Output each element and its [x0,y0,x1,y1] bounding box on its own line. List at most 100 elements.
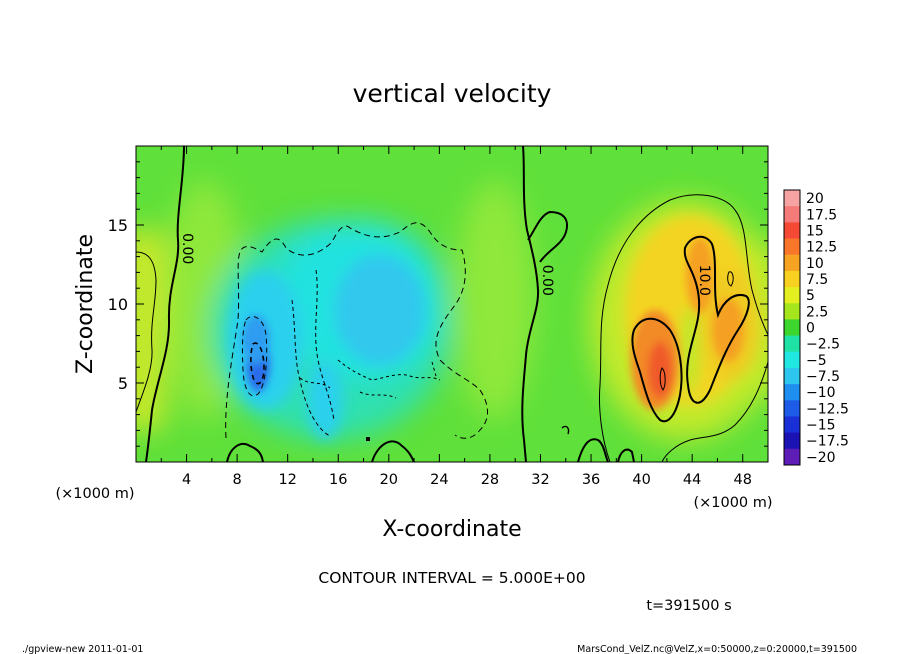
colorbar-label: 5 [806,288,815,304]
x-axis-label: X-coordinate [382,517,521,542]
colorbar-label: −12.5 [806,401,849,417]
colorbar-label: 7.5 [806,272,828,288]
colorbar-swatch [784,384,800,401]
y-tick-label: 10 [108,295,128,314]
contour-mark [366,437,370,441]
contour-interval: CONTOUR INTERVAL = 5.000E+00 [318,569,585,587]
plot-area: 0.000.00 10.0 4 8 12 16 20 24 28 32 36 40 44 48 5101… [108,145,769,488]
x-tick-label: 12 [278,472,296,488]
colorbar-swatch [784,416,800,434]
contour-ten-upper [683,235,750,404]
colorbar-swatch [784,190,800,207]
colorbar-swatch [784,206,800,223]
x-unit-right: (×1000 m) [693,495,772,511]
colorbar-label: −17.5 [806,434,849,450]
x-tick-label: 4 [182,472,191,488]
field-blue-outer [242,315,270,365]
field-left-strip [136,230,165,430]
contour-label: 0.00 [539,265,555,296]
colorbar-swatch [784,303,800,320]
contour-five-left [136,251,157,413]
colorbar-swatch [784,270,800,288]
contour-zero-mid [521,146,540,462]
colorbar-label: 10 [806,256,824,272]
y-axis: 5 10 15 [108,161,768,447]
field-cyan-2 [335,255,425,365]
field-orange-core-3 [712,298,744,362]
colorbar: 2017.51512.5107.552.50−2.5−5−7.5−10−12.5… [783,189,849,466]
contour-neg-streak-2 [315,269,335,421]
contour-neg-five-outline [225,222,488,439]
colorbar-label: −10 [806,385,836,401]
colorbar-swatch [784,351,800,369]
colorbar-label: −15 [806,418,836,434]
contour-neg-streak-6 [431,361,437,377]
colorbar-swatch [784,335,800,353]
colorbar-label: 20 [806,191,824,207]
colorbar-swatch [784,238,800,256]
colorbar-swatch [784,254,800,272]
colorbar-label: 12.5 [806,240,837,256]
contour-zero-bottom-5 [561,425,570,435]
contour-neg-streak-4 [299,377,331,389]
contour-zero-bottom-3 [577,438,609,462]
colorbar-swatch [784,448,800,466]
x-tick-label: 24 [430,472,448,488]
colorbar-label: −7.5 [806,369,840,385]
x-tick-label: 36 [582,472,600,488]
colorbar-label: 2.5 [806,304,828,320]
x-tick-label: 44 [683,472,701,488]
contour-ten-lower [631,317,683,423]
colorbar-label: −2.5 [806,337,840,353]
x-unit-left: (×1000 m) [55,486,134,502]
contour-neg-five-core [241,316,268,397]
x-tick-label: 32 [531,472,549,488]
colorbar-label: 17.5 [806,207,837,223]
colorbar-swatch [784,400,800,417]
field-orange-core-2 [686,237,714,313]
contour-zero-bottom-2 [371,440,415,462]
x-tick-label: 16 [329,472,347,488]
colorbar-swatch [784,319,800,337]
footer-right: MarsCond_VelZ.nc@VelZ,x=0:50000,z=0:2000… [577,644,857,654]
field-bright-band-2 [455,180,535,420]
x-axis: 4 8 12 16 20 24 28 32 36 40 44 48 [160,146,752,488]
y-tick-label: 15 [108,216,128,235]
contour-zero-left [145,146,185,462]
x-tick-label: 48 [733,472,751,488]
colorbar-label: −5 [806,353,827,369]
colorbar-label: 0 [806,321,815,337]
contour-fifteen [659,367,666,391]
contour-zero-mid-lobe [527,210,568,263]
field-cyan-3 [307,360,343,440]
field-red-core [648,342,672,398]
colorbar-frame [783,189,801,466]
colorbar-swatch [784,287,800,304]
contour-five-right [599,194,768,462]
contour-neg-streak-3 [337,359,441,381]
colorbar-label: −20 [806,450,836,466]
x-tick-label: 40 [632,472,650,488]
contour-lines [136,146,768,462]
contour-neg-streak-1 [291,299,331,437]
velocity-field [136,146,768,462]
contour-zero-bottom-4 [617,448,635,462]
chart-title: vertical velocity [353,79,552,108]
y-tick-label: 5 [118,374,128,393]
contour-neg-ten [250,342,265,385]
contour-label: 10.0 [696,265,712,296]
contour-small-upper [727,271,734,287]
x-tick-label: 20 [380,472,398,488]
footer-left: ./gpview-new 2011-01-01 [22,644,143,654]
x-tick-label: 28 [481,472,499,488]
contour-zero-bottom-1 [226,443,264,462]
colorbar-swatch [784,367,800,385]
contour-labels: 0.00 0.00 10.0 [179,233,712,296]
colorbar-swatch [784,222,800,240]
time-label: t=391500 s [646,598,731,614]
x-tick-label: 8 [233,472,242,488]
colorbar-swatch [784,432,800,450]
contour-label: 0.00 [179,233,195,264]
colorbar-label: 15 [806,223,824,239]
